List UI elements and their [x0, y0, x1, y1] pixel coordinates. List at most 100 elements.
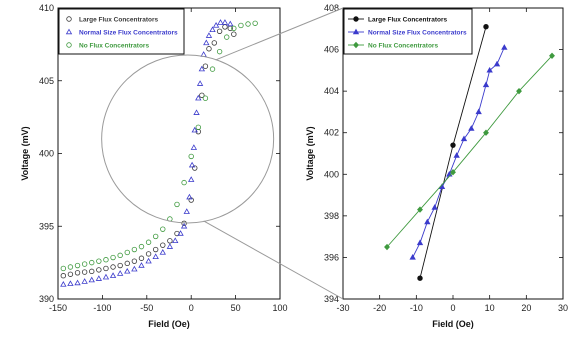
data-point — [424, 218, 431, 225]
data-point — [216, 48, 223, 55]
data-point — [188, 161, 196, 168]
data-point — [81, 278, 88, 284]
x-tick-label: 50 — [231, 303, 241, 313]
data-point — [96, 258, 102, 264]
data-point — [160, 242, 166, 248]
data-point — [431, 204, 438, 210]
x-tick-label: -30 — [336, 303, 349, 313]
legend-marker — [66, 16, 72, 22]
data-point — [160, 226, 166, 232]
data-point — [177, 230, 184, 236]
data-point — [195, 94, 202, 101]
data-point — [131, 265, 138, 272]
series-line — [412, 47, 505, 258]
x-tick-label: 0 — [450, 303, 455, 313]
data-point — [124, 267, 131, 274]
series-0 — [417, 24, 489, 281]
data-point — [174, 201, 180, 208]
data-point — [110, 264, 116, 270]
data-point — [81, 269, 88, 275]
data-point — [166, 243, 174, 249]
legend: Large Flux Concentrators Normal Size Flux… — [58, 8, 185, 55]
y-tick-label: 398 — [324, 211, 339, 221]
data-point — [203, 39, 210, 46]
data-point — [60, 265, 67, 272]
data-point — [211, 40, 217, 46]
data-point — [89, 259, 95, 266]
y-tick-label: 405 — [39, 76, 54, 86]
data-point — [453, 152, 460, 158]
x-tick-label: 20 — [521, 303, 531, 313]
data-point — [212, 22, 220, 28]
data-point — [409, 254, 416, 260]
data-point — [468, 125, 475, 131]
data-point — [172, 237, 179, 244]
data-point — [221, 19, 229, 25]
chart-right: -30 -20 -10 0 10 20 30 394 396 398 400 402 404 406 408… — [305, 3, 568, 329]
data-point — [549, 52, 555, 59]
data-point — [198, 65, 206, 72]
data-point — [74, 270, 81, 276]
data-point — [89, 268, 95, 275]
x-tick-label: 30 — [558, 303, 568, 313]
series-1 — [60, 19, 234, 287]
data-point — [483, 24, 489, 30]
data-point — [124, 260, 130, 267]
data-point — [67, 271, 74, 277]
legend-label: Normal Size Flux Concentrators — [79, 29, 178, 36]
data-point — [195, 124, 202, 131]
data-point — [209, 66, 216, 72]
data-point — [192, 165, 198, 171]
y-tick-label: 400 — [324, 169, 339, 179]
data-point — [222, 24, 228, 30]
data-point — [252, 20, 258, 26]
data-point — [81, 261, 88, 267]
data-point — [183, 208, 190, 214]
data-point — [245, 21, 251, 27]
chart-left: -150 -100 -50 0 50 100 390 395 400 405 410 Field (O… — [20, 3, 288, 329]
data-point — [96, 267, 102, 273]
data-point — [450, 142, 456, 148]
series-line — [386, 55, 553, 248]
y-axis-label: Voltage (mV) — [20, 126, 30, 180]
x-tick-label: 100 — [272, 303, 287, 313]
data-point — [103, 257, 109, 263]
data-point — [95, 275, 103, 281]
y-tick-label: 390 — [39, 294, 54, 304]
data-point — [238, 22, 244, 29]
data-point — [116, 270, 124, 276]
data-point — [493, 60, 501, 67]
x-tick-label: -50 — [140, 303, 153, 313]
data-point — [186, 193, 193, 200]
legend-marker — [353, 16, 359, 22]
data-point — [483, 129, 489, 136]
data-point — [131, 246, 138, 253]
x-tick-label: -20 — [373, 303, 386, 313]
data-point — [124, 249, 130, 256]
legend-marker — [65, 28, 73, 35]
data-point — [67, 280, 74, 286]
zoom-connectors — [101, 7, 344, 300]
data-point — [181, 179, 187, 186]
y-tick-label: 394 — [324, 294, 339, 304]
data-point — [199, 92, 205, 98]
x-tick-label: -10 — [410, 303, 423, 313]
y-tick-label: 400 — [39, 149, 54, 159]
data-point — [102, 273, 110, 280]
data-point — [460, 135, 468, 142]
y-axis-label: Voltage (mV) — [305, 126, 315, 180]
data-point — [216, 28, 223, 34]
series-line — [419, 26, 487, 279]
series-2 — [384, 52, 555, 251]
data-point — [60, 273, 67, 279]
x-tick-label: 0 — [189, 303, 194, 313]
legend-box — [343, 8, 473, 55]
legend-marker — [353, 41, 359, 49]
data-point — [193, 109, 200, 115]
data-point — [482, 81, 490, 88]
series-1 — [409, 44, 508, 260]
data-point — [152, 246, 159, 253]
data-point — [117, 262, 123, 269]
y-tick-label: 404 — [324, 86, 339, 96]
data-point — [145, 251, 152, 257]
